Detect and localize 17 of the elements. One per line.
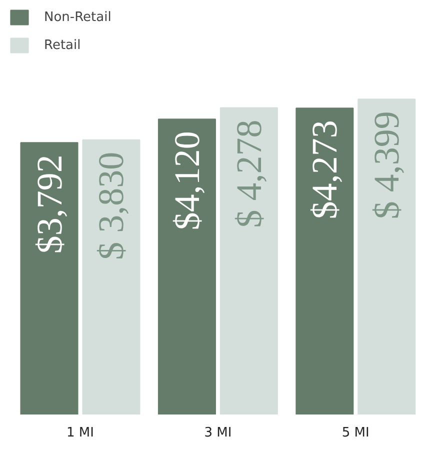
data-label: $4,273 bbox=[304, 120, 345, 220]
data-label: $ 4,399 bbox=[366, 111, 407, 220]
legend-label: Retail bbox=[44, 38, 81, 52]
bar bbox=[296, 108, 354, 414]
data-label: $ 4,278 bbox=[228, 120, 269, 228]
bar bbox=[158, 118, 216, 414]
legend-label: Non-Retail bbox=[44, 10, 112, 24]
bar bbox=[20, 142, 78, 414]
x-tick-label: 3 MI bbox=[204, 426, 232, 440]
x-tick-label: 5 MI bbox=[342, 426, 370, 440]
bar bbox=[220, 107, 278, 414]
data-label: $3,792 bbox=[29, 154, 70, 254]
bar bbox=[358, 98, 416, 414]
bar bbox=[82, 139, 140, 414]
x-tick-label: 1 MI bbox=[66, 426, 94, 440]
data-label: $4,120 bbox=[166, 131, 207, 230]
data-label: $ 3,830 bbox=[91, 152, 132, 260]
